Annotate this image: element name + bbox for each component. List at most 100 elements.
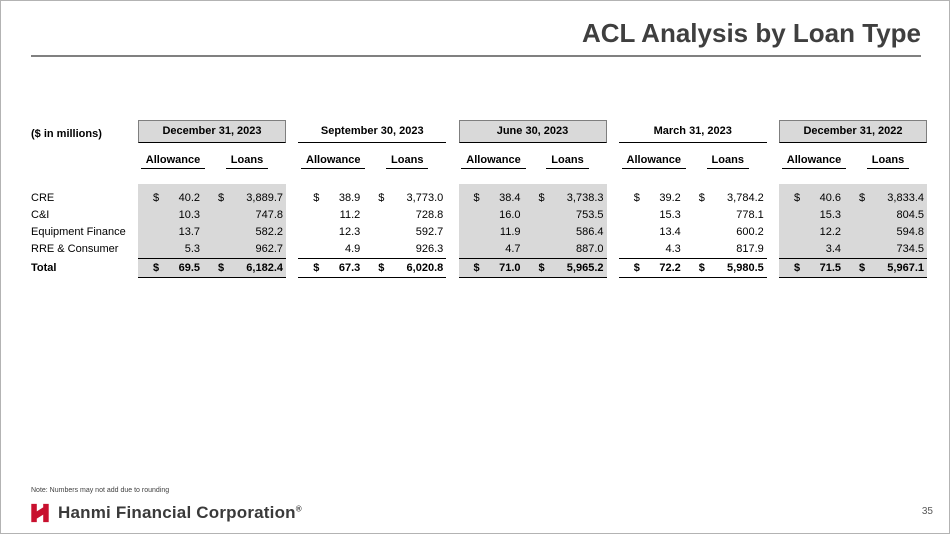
loans-column-header: Loans xyxy=(706,154,749,170)
currency-symbol: $ xyxy=(538,261,545,274)
cell-value: 15.3 xyxy=(659,209,681,222)
row-label: RRE & Consumer xyxy=(31,243,119,256)
cell-value: 582.2 xyxy=(255,226,283,239)
allowance-column-header: Allowance xyxy=(140,154,206,170)
cell-value: 5,980.5 xyxy=(727,261,764,274)
allowance-cell: 4.7 xyxy=(459,243,529,255)
allowance-column-header: Allowance xyxy=(301,154,366,170)
group-cells: 15.3 778.1 xyxy=(619,207,767,224)
group-cells: $69.5 $6,182.4 xyxy=(138,257,286,278)
table-subheader-row: Allowance Loans Allowance Loans Allowanc… xyxy=(31,153,927,171)
currency-symbol: $ xyxy=(859,192,866,205)
cell-value: 887.0 xyxy=(575,243,604,256)
currency-symbol: $ xyxy=(698,192,705,205)
group-cells: $39.2 $3,784.2 xyxy=(619,184,767,207)
loans-cell: 594.8 xyxy=(849,226,927,238)
cell-value: 3,889.7 xyxy=(246,192,283,205)
title-block: ACL Analysis by Loan Type xyxy=(31,19,921,57)
cell-value: 71.5 xyxy=(819,261,841,274)
currency-symbol: $ xyxy=(473,192,480,205)
currency-symbol: $ xyxy=(794,192,801,205)
cell-value: 15.3 xyxy=(819,209,841,222)
cell-value: 586.4 xyxy=(575,226,604,239)
allowance-cell: 15.3 xyxy=(779,209,849,221)
group-cells: $72.2 $5,980.5 xyxy=(618,257,767,278)
cell-value: 40.2 xyxy=(178,192,200,205)
allowance-cell: 4.3 xyxy=(619,243,689,255)
allowance-cell: $69.5 xyxy=(138,262,208,274)
allowance-column-header: Allowance xyxy=(461,154,526,170)
page-number: 35 xyxy=(921,506,933,517)
loans-cell: $5,967.1 xyxy=(849,262,927,274)
units-label: ($ in millions) xyxy=(31,127,102,140)
loans-cell: 778.1 xyxy=(689,209,767,221)
currency-symbol: $ xyxy=(153,261,160,274)
loans-cell: 817.9 xyxy=(689,243,767,255)
group-cells: 10.3 747.8 xyxy=(138,206,286,224)
group-cells: $71.5 $5,967.1 xyxy=(779,257,927,278)
allowance-cell: 5.3 xyxy=(138,243,208,255)
allowance-header-cell: Allowance xyxy=(138,153,208,171)
allowance-header-cell: Allowance xyxy=(779,153,849,171)
cell-value: 600.2 xyxy=(736,226,764,239)
loans-cell: 728.8 xyxy=(368,209,446,221)
date-header: June 30, 2023 xyxy=(458,119,607,143)
group-cells: 3.4 734.5 xyxy=(779,240,927,258)
cell-value: 962.7 xyxy=(255,243,283,256)
cell-value: 67.3 xyxy=(338,261,361,274)
loans-header-cell: Loans xyxy=(368,153,446,171)
cell-value: 16.0 xyxy=(499,209,521,222)
cell-value: 3,773.0 xyxy=(406,192,444,205)
footer: Hanmi Financial Corporation® xyxy=(29,502,302,524)
table-row: RRE & Consumer 5.3 962.7 4.9 926.3 4.7 8… xyxy=(31,240,927,258)
date-header: September 30, 2023 xyxy=(298,120,447,143)
cell-value: 11.9 xyxy=(499,226,521,239)
cell-value: 3,738.3 xyxy=(566,192,604,205)
row-label: C&I xyxy=(31,209,50,222)
allowance-cell: 11.9 xyxy=(459,226,529,238)
cell-value: 817.9 xyxy=(736,243,764,256)
cell-value: 4.9 xyxy=(344,243,361,256)
cell-value: 12.3 xyxy=(338,226,361,239)
cell-value: 747.8 xyxy=(255,209,283,222)
allowance-cell: $38.9 xyxy=(298,192,368,204)
table-row: Equipment Finance 13.7 582.2 12.3 592.7 … xyxy=(31,223,927,241)
cell-value: 13.7 xyxy=(178,226,200,239)
cell-value: 3,833.4 xyxy=(887,192,924,205)
group-cells: 12.3 592.7 xyxy=(298,224,446,241)
group-cells: $38.9 $3,773.0 xyxy=(298,184,446,207)
cell-value: 71.0 xyxy=(499,261,521,274)
group-cells: 4.9 926.3 xyxy=(298,241,446,258)
cell-value: 40.6 xyxy=(819,192,841,205)
loans-cell: $3,773.0 xyxy=(368,192,446,204)
allowance-cell: 12.3 xyxy=(298,226,368,238)
cell-value: 12.2 xyxy=(819,226,841,239)
cell-value: 926.3 xyxy=(415,243,444,256)
row-label: Total xyxy=(31,261,57,274)
allowance-cell: 11.2 xyxy=(298,209,368,221)
loans-cell: 582.2 xyxy=(208,226,286,238)
cell-value: 5,967.1 xyxy=(887,261,924,274)
group-cells: 4.3 817.9 xyxy=(619,241,767,258)
footnote: Note: Numbers may not add due to roundin… xyxy=(31,487,170,494)
loans-header-cell: Loans xyxy=(849,153,927,171)
loans-cell: 734.5 xyxy=(849,243,927,255)
cell-value: 3.4 xyxy=(825,243,841,256)
loans-cell: 747.8 xyxy=(208,209,286,221)
table-row: CRE $40.2 $3,889.7 $38.9 $3,773.0 $38.4 … xyxy=(31,183,927,207)
allowance-cell: $40.6 xyxy=(779,192,849,204)
group-cells: 13.7 582.2 xyxy=(138,223,286,241)
row-label: CRE xyxy=(31,192,55,205)
row-label: Equipment Finance xyxy=(31,226,126,239)
cell-value: 5,965.2 xyxy=(566,261,604,274)
cell-value: 592.7 xyxy=(415,226,444,239)
loans-column-header: Loans xyxy=(225,154,269,170)
allowance-column-header: Allowance xyxy=(621,154,686,170)
loans-column-header: Loans xyxy=(866,154,910,170)
allowance-cell: $38.4 xyxy=(459,192,529,204)
group-cells: 11.2 728.8 xyxy=(298,207,446,224)
allowance-cell: 12.2 xyxy=(779,226,849,238)
date-header: December 31, 2022 xyxy=(779,119,927,143)
allowance-header-cell: Allowance xyxy=(459,153,529,171)
hanmi-logo-icon xyxy=(31,503,49,523)
